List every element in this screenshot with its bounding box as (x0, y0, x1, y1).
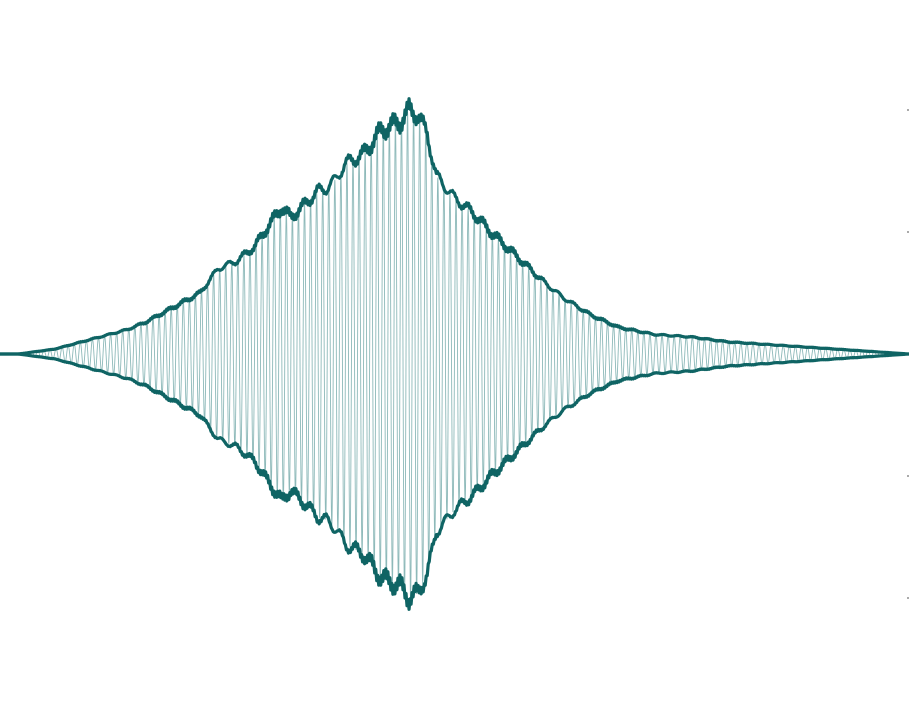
upper-envelope-line (0, 97, 909, 356)
lower-envelope-line (0, 352, 909, 611)
plot-area (0, 97, 909, 611)
signal-line (0, 112, 909, 598)
